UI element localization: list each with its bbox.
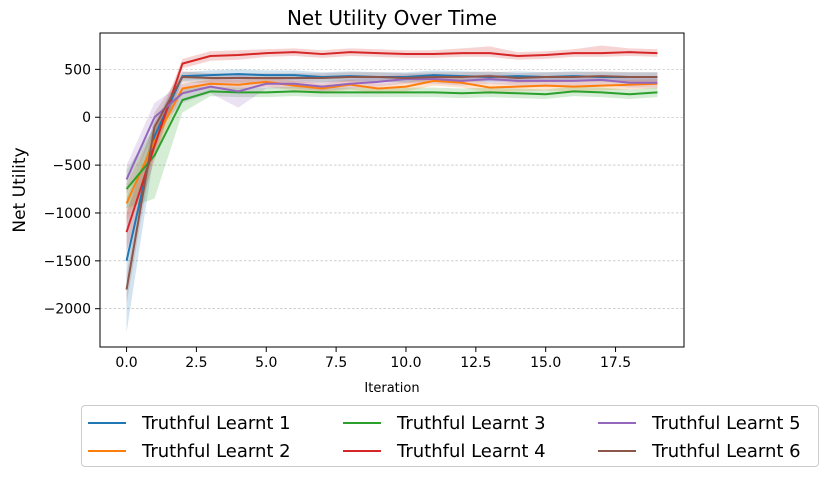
- y-axis-label: Net Utility: [10, 147, 30, 232]
- series-line-6: [125, 75, 658, 290]
- y-tick-label: −500: [53, 158, 91, 174]
- y-tick-label: 500: [64, 62, 91, 78]
- legend-label: Truthful Learnt 4: [397, 440, 546, 462]
- confidence-band-5: [126, 74, 658, 194]
- legend-swatch: [343, 450, 381, 452]
- y-axis-ticks: −2000 −1500 −1000 −500 0 500: [44, 62, 100, 318]
- y-tick-label: −1500: [44, 254, 91, 270]
- chart-canvas: Net Utility Over Time 0.0 2.5 5.0 7.5 10.0 12…: [10, 6, 685, 396]
- x-tick-label: 5.0: [255, 355, 277, 371]
- y-tick-label: 0: [82, 110, 91, 126]
- series-line-1: [125, 73, 658, 262]
- x-tick-label: 2.5: [185, 355, 207, 371]
- legend-swatch: [343, 422, 381, 424]
- legend-label: Truthful Learnt 1: [142, 412, 291, 434]
- confidence-bands: [126, 45, 658, 333]
- chart-title: Net Utility Over Time: [287, 6, 497, 30]
- series-line-3: [125, 90, 658, 190]
- legend-label: Truthful Learnt 3: [397, 412, 546, 434]
- x-tick-label: 12.5: [460, 355, 491, 371]
- legend-swatch: [598, 422, 636, 424]
- confidence-band-2: [126, 76, 658, 223]
- legend-item: Truthful Learnt 2: [88, 439, 291, 463]
- x-tick-label: 0.0: [115, 355, 137, 371]
- legend-label: Truthful Learnt 6: [652, 440, 801, 462]
- y-tick-label: −1000: [44, 206, 91, 222]
- series-line-2: [125, 79, 658, 204]
- legend-item: Truthful Learnt 3: [343, 411, 546, 435]
- x-tick-label: 17.5: [600, 355, 631, 371]
- x-tick-label: 15.0: [530, 355, 561, 371]
- series-line-4: [125, 51, 658, 233]
- legend-item: Truthful Learnt 4: [343, 439, 546, 463]
- x-axis-ticks: 0.0 2.5 5.0 7.5 10.0 12.5 15.0 17.5: [115, 347, 631, 371]
- legend-item: Truthful Learnt 6: [598, 439, 801, 463]
- confidence-band-6: [126, 71, 658, 304]
- series-lines: [125, 51, 658, 290]
- plot-frame: [99, 32, 685, 348]
- y-tick-label: −2000: [44, 302, 91, 318]
- grid-lines: [100, 69, 684, 310]
- x-tick-label: 7.5: [325, 355, 347, 371]
- legend-swatch: [598, 450, 636, 452]
- legend-swatch: [88, 450, 126, 452]
- confidence-band-1: [126, 69, 658, 333]
- legend: Truthful Learnt 1 Truthful Learnt 2 Truthf…: [81, 405, 819, 467]
- legend-item: Truthful Learnt 1: [88, 411, 291, 435]
- x-tick-label: 10.0: [390, 355, 421, 371]
- x-axis-label: Iteration: [364, 381, 419, 396]
- confidence-band-3: [126, 86, 658, 209]
- legend-item: Truthful Learnt 5: [598, 411, 801, 435]
- legend-swatch: [88, 422, 126, 424]
- legend-label: Truthful Learnt 2: [142, 440, 291, 462]
- series-line-5: [125, 77, 658, 180]
- legend-label: Truthful Learnt 5: [652, 412, 801, 434]
